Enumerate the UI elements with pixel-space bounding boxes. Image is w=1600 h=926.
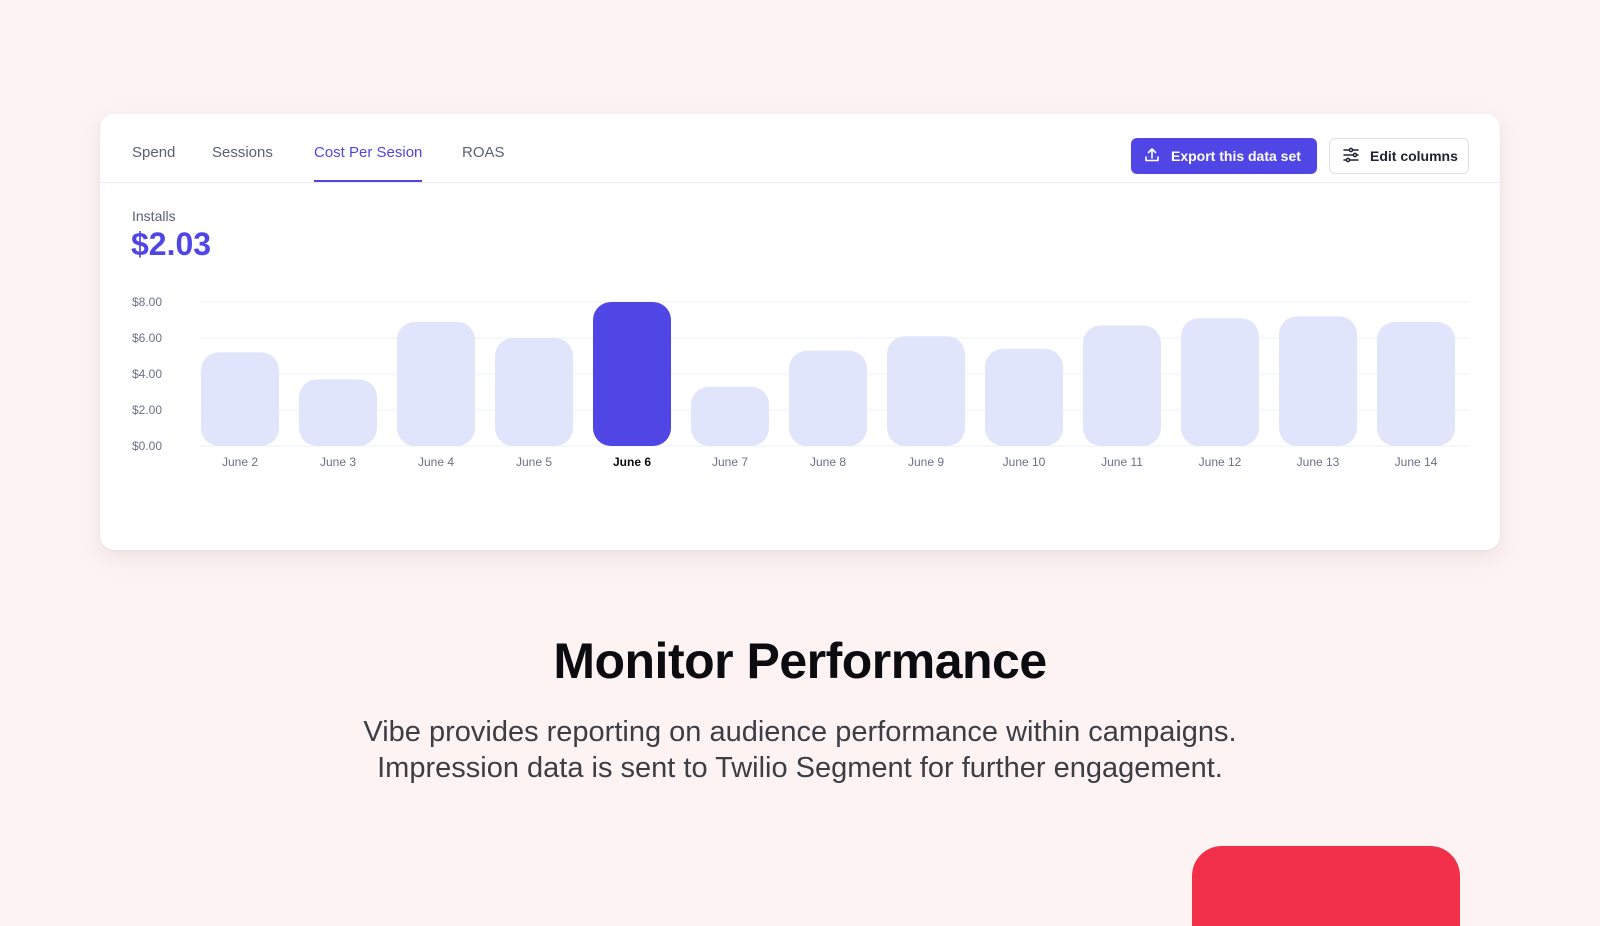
upload-icon xyxy=(1143,146,1161,167)
x-tick-label: June 10 xyxy=(1003,455,1046,469)
bar-june-5[interactable] xyxy=(495,338,573,446)
decorative-red-block xyxy=(1192,846,1460,926)
bar-june-14[interactable] xyxy=(1377,321,1455,446)
x-tick-label: June 6 xyxy=(613,455,651,469)
metric-value: $2.03 xyxy=(131,226,212,262)
y-tick-label: $4.00 xyxy=(132,367,162,381)
x-tick-label: June 9 xyxy=(908,455,944,469)
performance-card: Spend Sessions Cost Per Sesion ROAS Expo… xyxy=(100,114,1500,550)
y-tick-label: $0.00 xyxy=(132,439,162,453)
bar-june-3[interactable] xyxy=(299,379,377,446)
description: Vibe provides reporting on audience perf… xyxy=(250,714,1350,786)
bar-june-13[interactable] xyxy=(1279,316,1357,446)
tab-bar: Spend Sessions Cost Per Sesion ROAS Expo… xyxy=(100,114,1500,183)
bar-june-7[interactable] xyxy=(691,386,769,446)
bar-june-8[interactable] xyxy=(789,350,867,446)
x-tick-label: June 11 xyxy=(1101,455,1143,469)
x-tick-label: June 3 xyxy=(320,455,356,469)
y-tick-label: $6.00 xyxy=(132,331,162,345)
x-tick-label: June 5 xyxy=(516,455,552,469)
bar-june-2[interactable] xyxy=(201,352,279,446)
edit-columns-label: Edit columns xyxy=(1370,148,1458,164)
edit-columns-button[interactable]: Edit columns xyxy=(1329,138,1469,174)
cost-per-session-chart: $0.00 $2.00 $4.00 $6.00 $8.00 June 2 June 3 Jun… xyxy=(132,295,1470,469)
sliders-icon xyxy=(1342,146,1360,167)
x-tick-label: June 12 xyxy=(1199,455,1242,469)
description-line-2: Impression data is sent to Twilio Segmen… xyxy=(377,752,1223,784)
bar-june-9[interactable] xyxy=(887,336,965,446)
export-button-label: Export this data set xyxy=(1171,148,1301,164)
headline: Monitor Performance xyxy=(553,633,1047,689)
metric-label: Installs xyxy=(132,208,176,224)
bar-june-12[interactable] xyxy=(1181,318,1259,446)
x-tick-label: June 8 xyxy=(810,455,846,469)
x-tick-label: June 4 xyxy=(418,455,454,469)
bar-june-11[interactable] xyxy=(1083,325,1161,446)
export-button[interactable]: Export this data set xyxy=(1131,138,1317,174)
description-line-1: Vibe provides reporting on audience perf… xyxy=(363,716,1237,748)
bar-june-10[interactable] xyxy=(985,348,1063,446)
bar-june-6[interactable] xyxy=(593,302,671,446)
tab-sessions[interactable]: Sessions xyxy=(212,144,273,161)
tab-spend[interactable]: Spend xyxy=(132,144,176,161)
tab-cost-per-session[interactable]: Cost Per Sesion xyxy=(314,144,423,182)
x-tick-label: June 7 xyxy=(712,455,748,469)
x-tick-label: June 13 xyxy=(1297,455,1340,469)
y-tick-label: $8.00 xyxy=(132,295,162,309)
y-tick-label: $2.00 xyxy=(132,403,162,417)
x-tick-label: June 2 xyxy=(222,455,258,469)
tab-roas[interactable]: ROAS xyxy=(462,144,505,161)
bar-june-4[interactable] xyxy=(397,321,475,446)
x-tick-label: June 14 xyxy=(1395,455,1438,469)
